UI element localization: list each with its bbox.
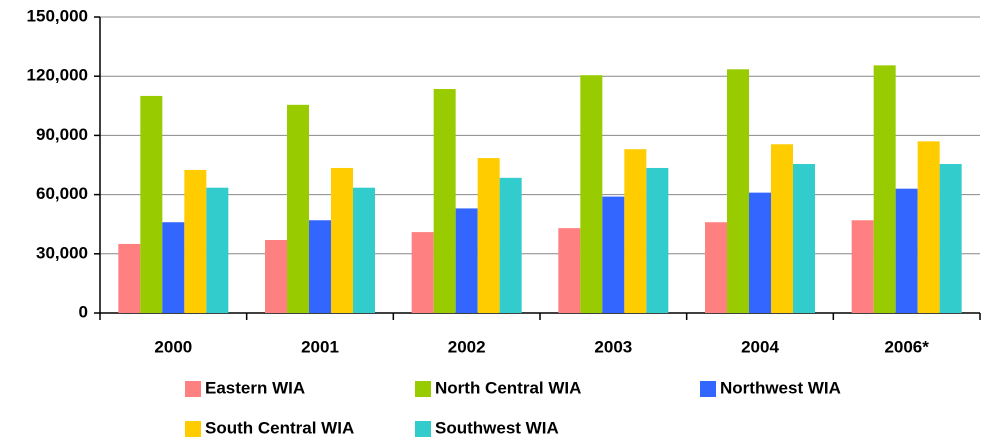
bar: [873, 65, 896, 313]
bar: [895, 188, 918, 313]
legend-swatch: [185, 421, 201, 437]
x-tick-label: 2006*: [884, 337, 929, 356]
bar: [939, 164, 962, 313]
bar: [118, 243, 141, 313]
legend-swatch: [415, 381, 431, 397]
y-tick-label: 120,000: [27, 66, 88, 85]
bar: [265, 239, 287, 313]
bar: [851, 220, 874, 313]
x-tick-label: 2003: [594, 337, 632, 356]
legend-label: Southwest WIA: [435, 418, 559, 437]
bar: [771, 144, 793, 313]
legend-swatch: [185, 381, 201, 397]
bar: [705, 222, 727, 313]
legend-label: Northwest WIA: [720, 378, 841, 397]
bar: [287, 104, 309, 314]
bar: [793, 164, 815, 313]
y-tick-label: 90,000: [36, 125, 88, 144]
legend-swatch: [700, 381, 716, 397]
legend-label: South Central WIA: [205, 418, 354, 437]
bar: [353, 187, 375, 313]
bar: [558, 228, 581, 313]
bar: [309, 220, 331, 313]
bar: [624, 149, 647, 313]
y-tick-label: 0: [79, 302, 88, 321]
legend-label: Eastern WIA: [205, 378, 305, 397]
bar: [184, 169, 207, 313]
bar: [477, 158, 500, 313]
bar: [411, 232, 434, 313]
bar: [580, 75, 603, 313]
y-tick-label: 150,000: [27, 6, 88, 25]
legend-label: North Central WIA: [435, 378, 581, 397]
bar: [331, 167, 353, 313]
bar: [499, 177, 522, 313]
x-tick-label: 2001: [301, 337, 339, 356]
bar: [455, 208, 478, 313]
bar: [140, 95, 163, 313]
bar: [749, 192, 771, 313]
bar: [206, 187, 229, 313]
x-tick-label: 2002: [448, 337, 486, 356]
bar: [646, 167, 669, 313]
bar: [162, 222, 185, 313]
legend-swatch: [415, 421, 431, 437]
y-tick-label: 30,000: [36, 243, 88, 262]
x-tick-label: 2000: [154, 337, 192, 356]
bar: [727, 69, 749, 313]
y-tick-label: 60,000: [36, 184, 88, 203]
bar: [602, 196, 625, 313]
x-tick-label: 2004: [741, 337, 779, 356]
bar: [917, 141, 940, 313]
bar: [433, 89, 456, 313]
